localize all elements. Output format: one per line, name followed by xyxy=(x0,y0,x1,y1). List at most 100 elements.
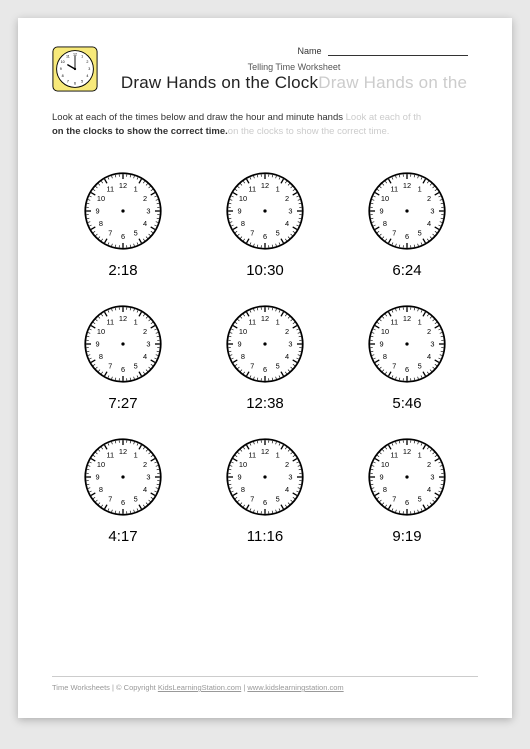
svg-text:2: 2 xyxy=(143,193,147,202)
svg-text:8: 8 xyxy=(383,485,387,494)
svg-text:12: 12 xyxy=(403,181,411,190)
svg-text:12: 12 xyxy=(403,447,411,456)
svg-text:10: 10 xyxy=(97,193,105,202)
clock-cell: 12345678910111211:16 xyxy=(216,436,314,545)
svg-text:2: 2 xyxy=(285,326,289,335)
clock-time-label: 5:46 xyxy=(392,395,421,412)
svg-text:9: 9 xyxy=(238,206,242,215)
svg-text:2: 2 xyxy=(143,459,147,468)
svg-text:4: 4 xyxy=(285,485,289,494)
header-row: 123456789101112 Name Telling Time Worksh… xyxy=(52,46,478,93)
footer-text: Time Worksheets | © Copyright xyxy=(52,683,158,692)
svg-text:10: 10 xyxy=(97,326,105,335)
svg-text:1: 1 xyxy=(134,450,138,459)
svg-text:3: 3 xyxy=(288,206,292,215)
clock-time-label: 12:38 xyxy=(246,395,284,412)
header-text-block: Name Telling Time Worksheet Draw Hands o… xyxy=(110,46,478,93)
clock-face-icon[interactable]: 123456789101112 xyxy=(82,170,164,252)
clock-face-icon[interactable]: 123456789101112 xyxy=(224,303,306,385)
svg-text:5: 5 xyxy=(418,494,422,503)
svg-text:9: 9 xyxy=(238,472,242,481)
svg-text:4: 4 xyxy=(427,352,431,361)
svg-text:5: 5 xyxy=(134,228,138,237)
worksheet-page: 123456789101112 Name Telling Time Worksh… xyxy=(18,18,512,718)
clock-face-icon[interactable]: 123456789101112 xyxy=(366,170,448,252)
svg-text:7: 7 xyxy=(108,494,112,503)
svg-text:9: 9 xyxy=(380,206,384,215)
name-label: Name xyxy=(297,46,321,56)
clock-face-icon[interactable]: 123456789101112 xyxy=(366,303,448,385)
svg-text:2: 2 xyxy=(285,459,289,468)
instr-line1-ghost: Look at each of th xyxy=(346,112,422,123)
svg-text:1: 1 xyxy=(134,184,138,193)
clock-cell: 1234567891011126:24 xyxy=(358,170,456,279)
svg-text:12: 12 xyxy=(261,181,269,190)
clock-cell: 1234567891011129:19 xyxy=(358,436,456,545)
svg-text:6: 6 xyxy=(263,231,267,240)
svg-text:9: 9 xyxy=(380,339,384,348)
clock-face-icon[interactable]: 123456789101112 xyxy=(366,436,448,518)
svg-text:7: 7 xyxy=(108,228,112,237)
svg-text:1: 1 xyxy=(276,317,280,326)
svg-text:12: 12 xyxy=(119,447,127,456)
title-ghost: Draw Hands on the xyxy=(318,73,467,92)
clock-time-label: 4:17 xyxy=(108,528,137,545)
svg-text:5: 5 xyxy=(134,494,138,503)
svg-text:12: 12 xyxy=(261,447,269,456)
svg-text:3: 3 xyxy=(88,67,90,71)
svg-text:6: 6 xyxy=(405,231,409,240)
svg-text:11: 11 xyxy=(390,184,398,193)
svg-text:6: 6 xyxy=(405,364,409,373)
svg-text:1: 1 xyxy=(276,450,280,459)
svg-text:5: 5 xyxy=(418,228,422,237)
svg-text:1: 1 xyxy=(418,184,422,193)
name-field-line: Name xyxy=(110,46,478,56)
instructions-text: Look at each of the times below and draw… xyxy=(52,111,478,140)
clock-face-icon[interactable]: 123456789101112 xyxy=(224,170,306,252)
svg-text:10: 10 xyxy=(381,326,389,335)
svg-text:12: 12 xyxy=(261,314,269,323)
page-footer: Time Worksheets | © Copyright KidsLearni… xyxy=(52,676,478,692)
svg-text:5: 5 xyxy=(81,79,83,83)
svg-text:8: 8 xyxy=(241,485,245,494)
svg-text:9: 9 xyxy=(96,472,100,481)
clock-face-icon[interactable]: 123456789101112 xyxy=(82,436,164,518)
svg-text:4: 4 xyxy=(285,219,289,228)
svg-text:8: 8 xyxy=(383,219,387,228)
clock-face-icon[interactable]: 123456789101112 xyxy=(224,436,306,518)
svg-text:6: 6 xyxy=(121,231,125,240)
svg-text:4: 4 xyxy=(285,352,289,361)
svg-text:11: 11 xyxy=(248,450,256,459)
svg-text:7: 7 xyxy=(392,494,396,503)
svg-text:10: 10 xyxy=(239,193,247,202)
svg-text:10: 10 xyxy=(381,193,389,202)
svg-text:11: 11 xyxy=(390,317,398,326)
svg-text:7: 7 xyxy=(67,79,69,83)
worksheet-title: Draw Hands on the ClockDraw Hands on the xyxy=(110,73,478,93)
svg-text:11: 11 xyxy=(66,55,70,59)
svg-text:12: 12 xyxy=(403,314,411,323)
svg-text:1: 1 xyxy=(81,55,83,59)
clock-cell: 12345678910111210:30 xyxy=(216,170,314,279)
svg-text:3: 3 xyxy=(430,206,434,215)
svg-text:11: 11 xyxy=(248,317,256,326)
svg-text:12: 12 xyxy=(119,314,127,323)
logo-clock-icon: 123456789101112 xyxy=(52,46,98,92)
clock-face-icon[interactable]: 123456789101112 xyxy=(82,303,164,385)
svg-text:6: 6 xyxy=(74,81,76,85)
name-blank-line[interactable] xyxy=(328,55,468,56)
svg-text:4: 4 xyxy=(143,485,147,494)
svg-text:2: 2 xyxy=(427,193,431,202)
svg-text:5: 5 xyxy=(276,494,280,503)
footer-link-2[interactable]: www.kidslearningstation.com xyxy=(247,683,343,692)
footer-link-1[interactable]: KidsLearningStation.com xyxy=(158,683,241,692)
svg-text:6: 6 xyxy=(263,364,267,373)
svg-text:5: 5 xyxy=(276,361,280,370)
svg-text:7: 7 xyxy=(108,361,112,370)
clock-cell: 1234567891011125:46 xyxy=(358,303,456,412)
svg-text:7: 7 xyxy=(250,361,254,370)
svg-text:2: 2 xyxy=(86,60,88,64)
svg-text:11: 11 xyxy=(106,450,114,459)
svg-text:10: 10 xyxy=(61,60,65,64)
svg-text:6: 6 xyxy=(121,497,125,506)
